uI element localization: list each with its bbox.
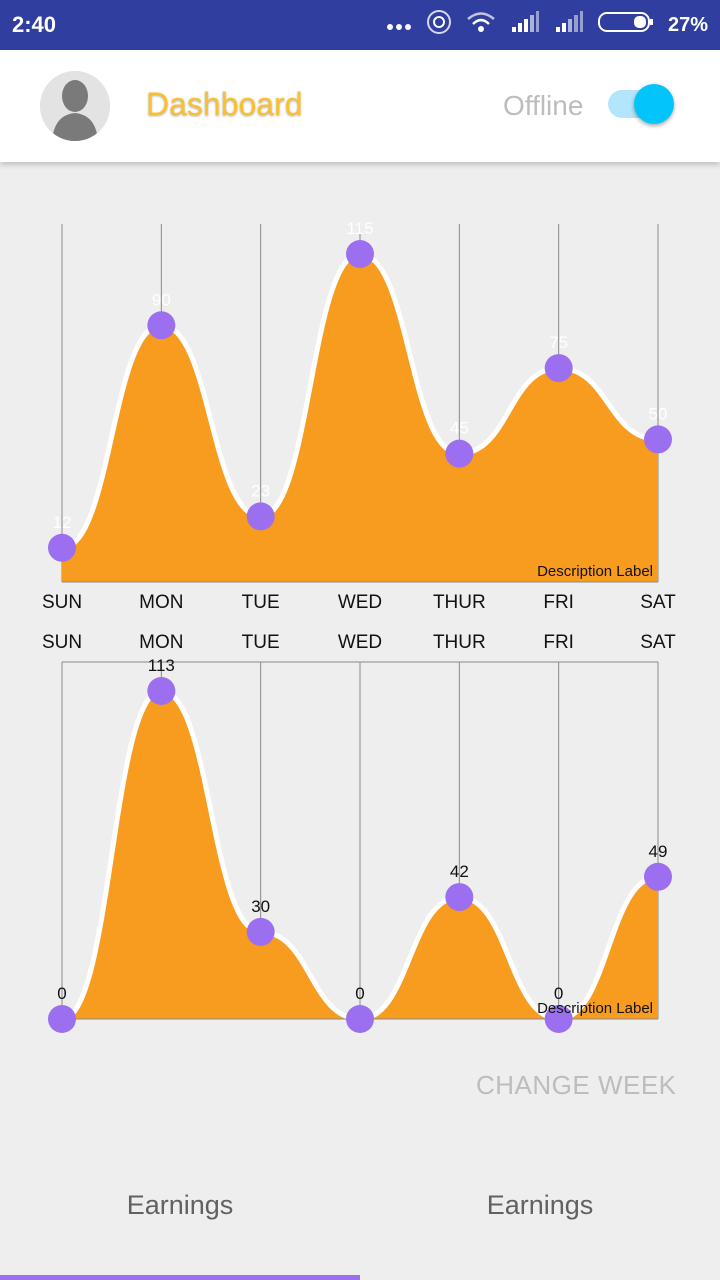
data-point xyxy=(445,883,474,912)
x-tick-label: SAT xyxy=(640,632,676,653)
data-point xyxy=(346,240,374,268)
tab-earnings-1[interactable]: Earnings xyxy=(126,1190,234,1220)
app-bar: Dashboard Offline xyxy=(0,50,720,162)
area-fill xyxy=(62,691,658,1019)
x-tick-label: THUR xyxy=(433,632,486,653)
data-label: 90 xyxy=(152,290,171,309)
data-point xyxy=(48,1005,76,1033)
more-dots-icon xyxy=(386,14,412,37)
online-toggle[interactable] xyxy=(608,84,674,124)
toggle-knob[interactable] xyxy=(634,84,674,124)
signal-icon xyxy=(510,11,540,39)
x-tick-label: MON xyxy=(139,632,183,653)
data-label: 0 xyxy=(554,984,563,1003)
data-label: 115 xyxy=(346,219,373,238)
tab-earnings-2[interactable]: Earnings xyxy=(486,1190,594,1220)
x-tick-label: FRI xyxy=(543,592,574,613)
x-tick-label: WED xyxy=(338,592,382,613)
wifi-icon xyxy=(466,11,496,39)
x-tick-label: WED xyxy=(338,632,382,653)
data-point xyxy=(644,862,672,891)
data-point xyxy=(246,502,275,531)
x-tick-label: SUN xyxy=(42,632,82,653)
weekly-chart-1: 12 90 23 115 45 75 50 Description Label SUN MON TU… xyxy=(0,180,720,625)
x-tick-label: MON xyxy=(139,592,183,613)
description-label: Description Label xyxy=(537,563,653,580)
data-label: 0 xyxy=(57,984,66,1003)
chart-2-svg: 0 113 30 0 42 0 49 Description Label SUN MON TUE WE… xyxy=(42,632,676,1033)
user-avatar-icon[interactable] xyxy=(40,71,110,141)
status-bar: 2:40 27% xyxy=(0,0,720,50)
hotspot-icon xyxy=(426,9,452,41)
battery-icon xyxy=(597,11,654,39)
data-label: 50 xyxy=(649,404,668,423)
data-label: 42 xyxy=(450,862,469,881)
page-title: Dashboard xyxy=(146,86,303,122)
x-tick-label: TUE xyxy=(242,592,280,613)
x-tick-label: SAT xyxy=(640,592,676,613)
data-label: 75 xyxy=(549,333,568,352)
status-icons: 27% xyxy=(386,10,708,40)
data-point xyxy=(445,439,474,468)
battery-level: 27% xyxy=(667,13,708,36)
weekly-chart-2: 0 113 30 0 42 0 49 Description Label SUN MON TUE WE… xyxy=(0,625,720,1035)
x-tick-label: FRI xyxy=(543,632,574,653)
signal-icon xyxy=(554,11,584,39)
status-time: 2:40 xyxy=(12,12,57,37)
data-label: 23 xyxy=(251,481,270,500)
data-label: 49 xyxy=(649,842,668,861)
data-label: 113 xyxy=(148,656,175,675)
data-label: 30 xyxy=(251,897,270,916)
data-label: 45 xyxy=(450,419,469,438)
data-point xyxy=(544,1005,573,1033)
x-tick-label: THUR xyxy=(433,592,486,613)
data-point xyxy=(644,425,672,454)
data-point xyxy=(48,533,76,562)
data-point xyxy=(544,354,573,383)
data-point xyxy=(147,677,176,705)
data-point xyxy=(346,1005,374,1033)
x-tick-label: SUN xyxy=(42,592,82,613)
tab-indicator xyxy=(0,1275,360,1280)
area-fill xyxy=(62,254,658,582)
data-point xyxy=(246,917,275,946)
data-point xyxy=(147,311,176,340)
x-tick-label: TUE xyxy=(242,632,280,653)
data-label: 0 xyxy=(355,984,364,1003)
online-status-label: Offline xyxy=(503,90,584,121)
data-label: 12 xyxy=(53,513,72,532)
chart-1-svg: 12 90 23 115 45 75 50 Description Label SUN MON TU… xyxy=(42,219,676,613)
description-label: Description Label xyxy=(537,1000,653,1017)
change-week-button[interactable]: CHANGE WEEK xyxy=(476,1070,677,1100)
